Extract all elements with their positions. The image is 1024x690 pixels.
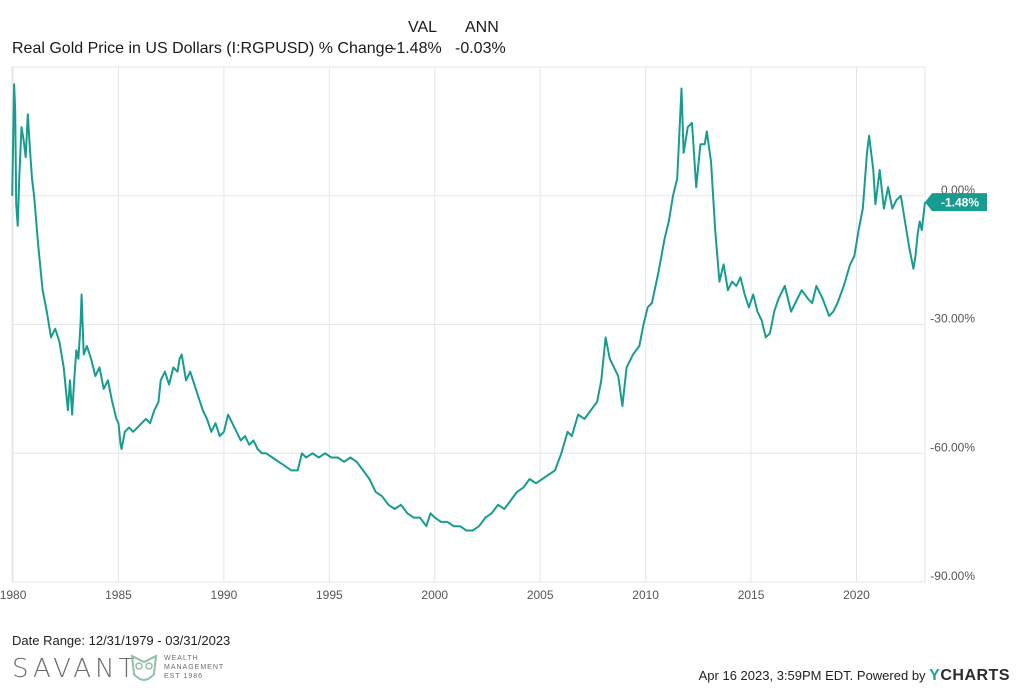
series-line — [11, 83, 926, 532]
ycharts-logo-rest: CHARTS — [940, 667, 1010, 684]
chart: 0.00%-30.00%-60.00%-90.00%1980 1985 1990 19… — [0, 66, 987, 602]
footer-credit: Apr 16 2023, 3:59PM EDT. Powered by YCHA… — [699, 667, 1010, 685]
x-tick-label: 2015 — [738, 588, 765, 602]
logo-line-3: EST 1986 — [164, 673, 204, 680]
last-value-label: -1.48% — [941, 196, 979, 210]
x-tick-label: 1995 — [316, 588, 343, 602]
series-val-value: -1.48% — [391, 40, 442, 57]
val-column-header: VAL — [408, 19, 438, 36]
x-tick-label: 2005 — [527, 588, 554, 602]
ycharts-logo: YCHARTS — [929, 667, 1010, 684]
x-tick-label: 2010 — [632, 588, 659, 602]
last-value-badge — [925, 193, 987, 212]
date-range: Date Range: 12/31/1979 - 03/31/2023 — [12, 633, 231, 648]
x-tick-label: 2020 — [843, 588, 870, 602]
y-tick-label: -90.00% — [930, 569, 975, 583]
x-tick-label: 1990 — [211, 588, 238, 602]
logo-line-1: WEALTH — [164, 655, 199, 662]
ycharts-logo-y: Y — [929, 667, 941, 684]
y-tick-label: -30.00% — [930, 312, 975, 326]
ann-column-header: ANN — [465, 19, 499, 36]
logo-subtitle: WEALTH MANAGEMENT EST 1986 — [164, 654, 224, 681]
series-ann-value: -0.03% — [455, 40, 506, 57]
x-tick-label: 1980 — [0, 588, 27, 602]
series-name: Real Gold Price in US Dollars (I:RGPUSD)… — [12, 40, 394, 57]
x-tick-label: 2000 — [421, 588, 448, 602]
logo-brand-text: SAVANT — [12, 654, 139, 684]
logo-line-2: MANAGEMENT — [164, 664, 225, 671]
credit-text: Apr 16 2023, 3:59PM EDT. Powered by — [698, 668, 930, 683]
owl-logo-icon — [130, 654, 158, 681]
x-tick-label: 1985 — [105, 588, 132, 602]
y-tick-label: -60.00% — [930, 440, 975, 454]
